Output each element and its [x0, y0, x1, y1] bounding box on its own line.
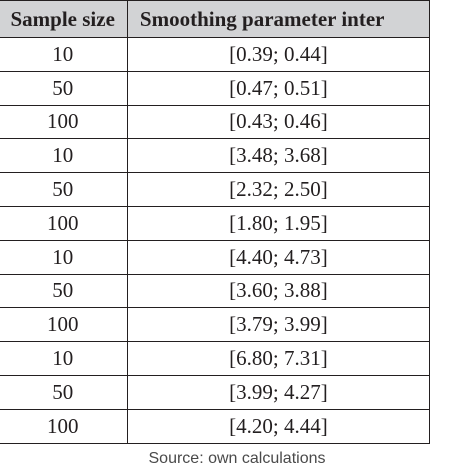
sample-size-cell: 100	[0, 307, 128, 343]
header-sample-size: Sample size	[0, 0, 128, 38]
interval-cell: [3.99; 4.27]	[126, 374, 431, 410]
sample-size-cell: 50	[0, 374, 128, 410]
table-row: 50 [3.60; 3.88]	[0, 273, 431, 309]
table-row: 50 [2.32; 2.50]	[0, 172, 431, 207]
table-row: 10 [4.40; 4.73]	[0, 239, 431, 275]
table-row: 10 [6.80; 7.31]	[0, 341, 431, 376]
interval-cell: [4.40; 4.73]	[126, 239, 431, 275]
table-row: 50 [3.99; 4.27]	[0, 374, 431, 410]
sample-size-cell: 10	[0, 138, 128, 174]
interval-cell: [1.80; 1.95]	[126, 205, 431, 241]
table-row: 50 [0.47; 0.51]	[0, 70, 431, 106]
sample-size-cell: 50	[0, 70, 128, 106]
interval-cell: [3.48; 3.68]	[126, 138, 431, 174]
interval-cell: [2.32; 2.50]	[126, 172, 431, 207]
results-table: n Sample size Smoothing parameter inter …	[0, 0, 431, 444]
interval-cell: [0.43; 0.46]	[126, 104, 431, 140]
sample-size-cell: 50	[0, 172, 128, 207]
sample-size-cell: 10	[0, 341, 128, 376]
table-row: 100 [4.20; 4.44]	[0, 408, 431, 444]
sample-size-cell: 10	[0, 239, 128, 275]
sample-size-cell: 10	[0, 37, 128, 72]
interval-cell: [3.60; 3.88]	[126, 273, 431, 309]
header-smoothing-parameter-interval: Smoothing parameter inter	[126, 0, 431, 38]
table-row: 100 [3.79; 3.99]	[0, 307, 431, 343]
table-row: 10 [0.39; 0.44]	[0, 37, 431, 72]
interval-cell: [4.20; 4.44]	[126, 408, 431, 444]
interval-cell: [0.39; 0.44]	[126, 37, 431, 72]
sample-size-cell: 100	[0, 408, 128, 444]
sample-size-cell: 100	[0, 205, 128, 241]
source-caption: Source: own calculations	[148, 450, 326, 467]
sample-size-cell: 100	[0, 104, 128, 140]
interval-cell: [3.79; 3.99]	[126, 307, 431, 343]
table-row: 100 [0.43; 0.46]	[0, 104, 431, 140]
interval-cell: [0.47; 0.51]	[126, 70, 431, 106]
header-row: n Sample size Smoothing parameter inter	[0, 0, 431, 38]
table-row: 10 [3.48; 3.68]	[0, 138, 431, 174]
interval-cell: [6.80; 7.31]	[126, 341, 431, 376]
sample-size-cell: 50	[0, 273, 128, 309]
table-row: 100 [1.80; 1.95]	[0, 205, 431, 241]
